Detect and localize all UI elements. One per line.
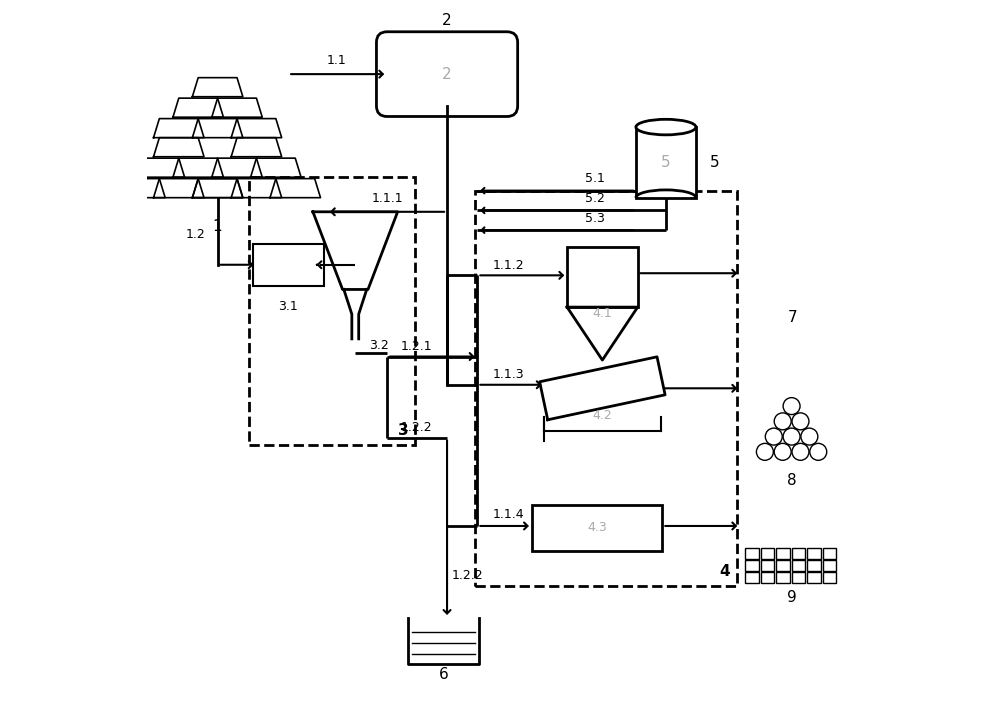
Text: 8: 8	[787, 473, 796, 488]
Text: 1.1.4: 1.1.4	[493, 508, 525, 521]
Bar	[792, 561, 805, 570]
Text: 6: 6	[439, 667, 448, 682]
Bar	[761, 549, 774, 559]
Bar	[776, 573, 790, 582]
FancyBboxPatch shape	[376, 32, 518, 116]
Text: 4.1: 4.1	[592, 307, 612, 320]
Text: 5.3: 5.3	[585, 212, 605, 225]
FancyBboxPatch shape	[253, 244, 324, 286]
Bar	[745, 561, 759, 570]
Text: 3.2: 3.2	[369, 339, 389, 352]
Text: 4.2: 4.2	[592, 409, 612, 422]
Text: 5: 5	[710, 155, 720, 170]
Bar	[745, 549, 759, 559]
Bar	[532, 505, 662, 551]
Text: 5.1: 5.1	[585, 172, 605, 185]
Bar	[776, 561, 790, 570]
Bar	[823, 573, 836, 582]
Text: 4: 4	[719, 564, 729, 579]
Bar	[807, 561, 821, 570]
Text: 1.1.2: 1.1.2	[493, 259, 525, 272]
Text: 7: 7	[788, 310, 798, 325]
Bar	[776, 549, 790, 559]
Bar	[823, 561, 836, 570]
Bar	[807, 573, 821, 582]
Text: 3: 3	[398, 423, 408, 438]
Bar	[792, 549, 805, 559]
Text: 1.2.2: 1.2.2	[452, 569, 484, 582]
Text: 5: 5	[661, 155, 671, 170]
Text: 1.1.3: 1.1.3	[493, 369, 525, 381]
Text: 1.1.1: 1.1.1	[371, 192, 403, 205]
Bar	[792, 573, 805, 582]
Bar	[761, 561, 774, 570]
Text: 3.1: 3.1	[278, 300, 298, 313]
Text: 1.2: 1.2	[186, 228, 206, 241]
Bar	[636, 127, 696, 198]
Text: 2: 2	[442, 13, 452, 28]
Text: 9: 9	[787, 590, 796, 604]
Ellipse shape	[636, 119, 696, 135]
Text: 2: 2	[442, 66, 452, 82]
Bar	[823, 549, 836, 559]
Text: 1.2.1: 1.2.1	[401, 340, 433, 353]
Bar	[745, 573, 759, 582]
Bar	[807, 549, 821, 559]
Text: 1.2.2: 1.2.2	[401, 421, 433, 434]
Text: 1: 1	[213, 219, 222, 234]
Text: 1.1: 1.1	[326, 54, 346, 67]
Text: 4.3: 4.3	[587, 521, 607, 534]
Text: 5.2: 5.2	[585, 192, 605, 205]
Bar	[761, 573, 774, 582]
Bar	[567, 247, 638, 307]
